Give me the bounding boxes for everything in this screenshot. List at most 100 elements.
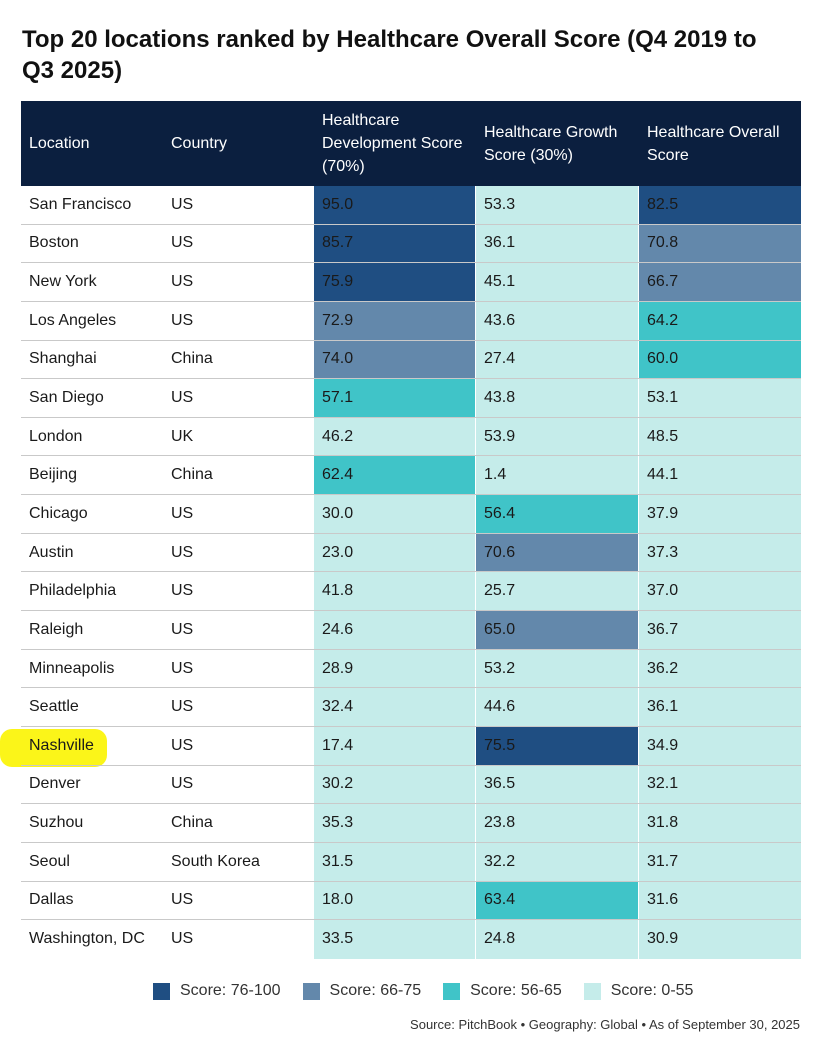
cell-development: 57.1	[314, 379, 475, 417]
cell-growth: 53.3	[476, 186, 638, 224]
cell-location: Boston	[29, 234, 79, 252]
table-row: New York US 75.9 45.1 66.7	[21, 263, 801, 302]
cell-location: Chicago	[29, 504, 88, 522]
cell-country: China	[171, 466, 213, 484]
table-header: Location Country Healthcare Development …	[21, 101, 801, 186]
cell-growth: 75.5	[476, 726, 638, 765]
table-row: Austin US 23.0 70.6 37.3	[21, 533, 801, 573]
table-row: San Francisco US 95.0 53.3 82.5	[21, 186, 801, 225]
cell-country: US	[171, 234, 194, 252]
cell-growth: 32.2	[476, 842, 638, 881]
cell-country: US	[171, 698, 194, 716]
cell-growth: 43.8	[476, 379, 638, 417]
source-note: Source: PitchBook • Geography: Global • …	[410, 1017, 800, 1032]
cell-overall: 82.5	[639, 186, 801, 224]
cell-overall: 31.7	[639, 842, 801, 881]
cell-growth: 36.5	[476, 765, 638, 804]
table-row: Chicago US 30.0 56.4 37.9	[21, 495, 801, 534]
legend-label: Score: 0-55	[610, 982, 694, 999]
legend-label: Score: 56-65	[470, 982, 562, 999]
table-row: Seoul South Korea 31.5 32.2 31.7	[21, 842, 801, 882]
table-row: Denver US 30.2 36.5 32.1	[21, 765, 801, 805]
cell-development: 17.4	[314, 726, 475, 765]
cell-overall: 64.2	[639, 301, 801, 340]
cell-location: London	[29, 427, 83, 445]
cell-country: US	[171, 389, 194, 407]
cell-location: Beijing	[29, 466, 78, 484]
table-row: London UK 46.2 53.9 48.5	[21, 417, 801, 457]
cell-development: 23.0	[314, 533, 475, 572]
cell-overall: 37.3	[639, 533, 801, 572]
cell-growth: 1.4	[476, 456, 638, 495]
cell-location: Suzhou	[29, 814, 84, 832]
cell-growth: 53.9	[476, 417, 638, 456]
legend-swatch	[583, 982, 601, 1000]
table-row: Raleigh US 24.6 65.0 36.7	[21, 611, 801, 650]
cell-development: 33.5	[314, 920, 475, 959]
cell-country: US	[171, 311, 194, 329]
cell-development: 24.6	[314, 611, 475, 649]
cell-country: China	[171, 350, 213, 368]
cell-overall: 60.0	[639, 340, 801, 379]
cell-development: 18.0	[314, 881, 475, 920]
cell-country: US	[171, 273, 194, 291]
cell-development: 85.7	[314, 224, 475, 263]
cell-location: Los Angeles	[29, 311, 117, 329]
cell-overall: 36.7	[639, 611, 801, 649]
table-row: Beijing China 62.4 1.4 44.1	[21, 456, 801, 496]
cell-development: 32.4	[314, 688, 475, 726]
table-row: Nashville US 17.4 75.5 34.9	[21, 726, 801, 766]
cell-overall: 44.1	[639, 456, 801, 495]
cell-growth: 53.2	[476, 649, 638, 688]
cell-location: Dallas	[29, 891, 74, 909]
legend-item: Score: 66-75	[302, 982, 421, 1000]
cell-overall: 48.5	[639, 417, 801, 456]
header-country: Country	[171, 135, 228, 152]
cell-location: Philadelphia	[29, 582, 117, 600]
nashville-highlight	[0, 729, 107, 767]
cell-country: US	[171, 543, 194, 561]
legend: Score: 76-100 Score: 66-75 Score: 56-65 Sco…	[153, 982, 715, 1000]
table-row: Minneapolis US 28.9 53.2 36.2	[21, 649, 801, 689]
cell-development: 74.0	[314, 340, 475, 379]
cell-growth: 36.1	[476, 224, 638, 263]
cell-overall: 66.7	[639, 263, 801, 301]
cell-development: 62.4	[314, 456, 475, 495]
cell-location: Denver	[29, 775, 81, 793]
cell-growth: 24.8	[476, 920, 638, 959]
cell-development: 41.8	[314, 572, 475, 611]
cell-overall: 53.1	[639, 379, 801, 417]
cell-growth: 44.6	[476, 688, 638, 726]
cell-country: US	[171, 775, 194, 793]
cell-development: 35.3	[314, 804, 475, 842]
table-row: Philadelphia US 41.8 25.7 37.0	[21, 572, 801, 612]
header-overall: Healthcare Overall Score	[647, 123, 780, 164]
chart-title: Top 20 locations ranked by Healthcare Ov…	[22, 26, 757, 84]
cell-country: US	[171, 930, 194, 948]
cell-development: 28.9	[314, 649, 475, 688]
cell-overall: 31.6	[639, 881, 801, 920]
cell-location: Raleigh	[29, 620, 84, 638]
cell-location: Seoul	[29, 852, 70, 870]
cell-overall: 36.2	[639, 649, 801, 688]
cell-overall: 30.9	[639, 920, 801, 959]
cell-country: US	[171, 582, 194, 600]
table-row: Dallas US 18.0 63.4 31.6	[21, 881, 801, 921]
cell-development: 30.2	[314, 765, 475, 804]
cell-location: Nashville	[29, 736, 94, 754]
table-row: Seattle US 32.4 44.6 36.1	[21, 688, 801, 727]
cell-development: 46.2	[314, 417, 475, 456]
table-row: Washington, DC US 33.5 24.8 30.9	[21, 920, 801, 959]
cell-growth: 23.8	[476, 804, 638, 842]
cell-development: 72.9	[314, 301, 475, 340]
cell-overall: 37.0	[639, 572, 801, 611]
cell-growth: 43.6	[476, 301, 638, 340]
cell-location: San Francisco	[29, 195, 132, 213]
cell-country: China	[171, 814, 213, 832]
table-row: San Diego US 57.1 43.8 53.1	[21, 379, 801, 418]
cell-location: San Diego	[29, 389, 104, 407]
cell-development: 95.0	[314, 186, 475, 224]
legend-item: Score: 56-65	[443, 982, 562, 1000]
header-development: Healthcare Development Score (70%)	[322, 112, 463, 175]
cell-location: New York	[29, 273, 97, 291]
